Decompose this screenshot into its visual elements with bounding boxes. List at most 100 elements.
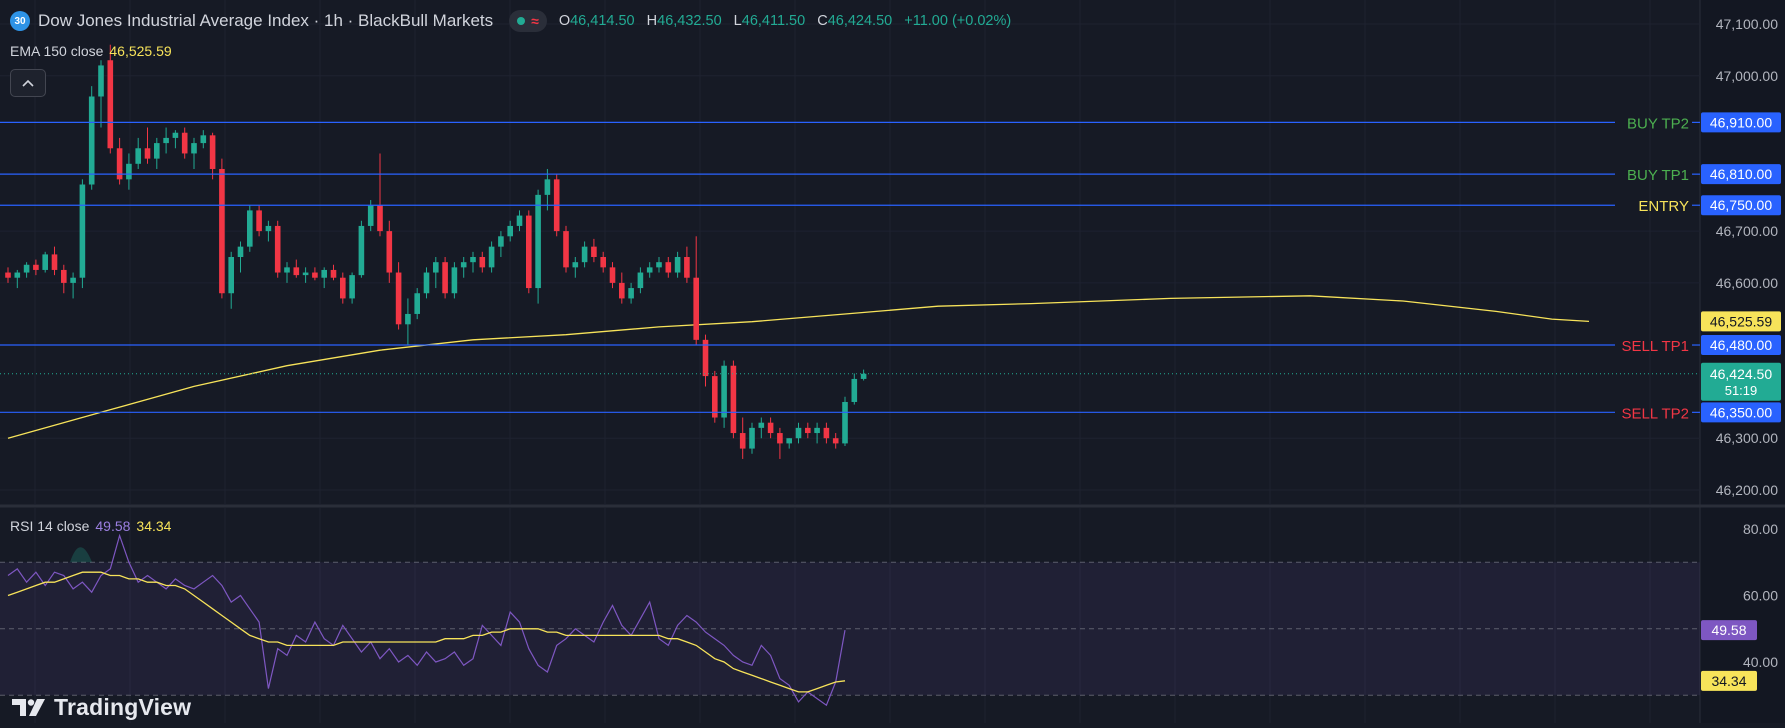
candle-body (340, 277, 346, 299)
tradingview-logo-icon (12, 699, 45, 716)
candle-body (433, 262, 439, 273)
level-label: SELL TP1 (1621, 338, 1689, 355)
candle-body (526, 215, 532, 289)
candle-body (200, 135, 207, 144)
candle-body (367, 205, 374, 226)
price-axis-tick-label: 46,700.00 (1716, 223, 1778, 239)
price-axis-tick-label: 47,000.00 (1716, 68, 1778, 84)
bar-countdown-text: 51:19 (1725, 383, 1758, 398)
candle-body (33, 264, 39, 270)
level-label: SELL TP2 (1621, 405, 1689, 422)
market-open-dot-icon (517, 17, 526, 25)
candle-body (23, 264, 30, 273)
rsi-axis-tick-label: 60.00 (1743, 588, 1778, 604)
candle-body (572, 262, 579, 268)
candle-body (674, 257, 681, 273)
collapse-legend-button[interactable] (10, 69, 46, 97)
symbol-title[interactable]: Dow Jones Industrial Average Index · 1h … (38, 11, 494, 30)
candle-body (181, 132, 188, 154)
rsi-ma-line (7, 571, 846, 693)
level-price-tag-text: 46,480.00 (1710, 337, 1772, 353)
candle-body (256, 210, 262, 232)
rsi-line (7, 533, 846, 707)
candle-body (265, 225, 272, 232)
level-label: BUY TP1 (1627, 167, 1689, 184)
open-value: 46,414.50 (570, 13, 635, 29)
last-price-tag-text: 46,424.50 (1710, 366, 1772, 382)
candle-body (749, 427, 755, 449)
candle-body (516, 215, 523, 226)
candle-body (144, 148, 151, 159)
candle-body (507, 225, 513, 237)
level-price-tag-text: 46,750.00 (1710, 197, 1772, 213)
candle-body (498, 236, 504, 247)
candle-body (274, 225, 281, 273)
candle-body (823, 427, 830, 439)
ohlc-values: O46,414.50 H46,432.50 L46,411.50 C46,424… (559, 13, 1019, 29)
candle-body (721, 365, 727, 418)
candle-body (795, 427, 802, 439)
close-label: C (817, 13, 828, 29)
candle-body (479, 257, 486, 268)
price-axis-tick-label: 46,600.00 (1716, 275, 1778, 291)
candle-body (51, 254, 58, 270)
rsi-ma-legend-value: 34.34 (136, 518, 172, 534)
symbol-badge-icon[interactable]: 30 (10, 11, 30, 31)
candle-body (88, 96, 95, 185)
wave-icon: ≈ (531, 13, 539, 29)
candle-body (302, 272, 309, 276)
candle-body (656, 262, 662, 268)
candle-body (442, 262, 448, 294)
candle-body (805, 427, 811, 434)
candle-body (209, 135, 216, 169)
candle-body (247, 210, 253, 247)
candle-body (107, 60, 114, 149)
level-price-tag (1701, 164, 1781, 185)
level-price-tag-text: 46,350.00 (1710, 404, 1772, 420)
candle-body (414, 293, 420, 314)
candle-body (739, 433, 746, 449)
candle-body (14, 272, 21, 278)
ema-price-tag-text: 46,525.59 (1710, 313, 1772, 329)
open-label: O (558, 13, 571, 29)
tradingview-logo[interactable]: TradingView (12, 694, 191, 720)
candle-body (581, 246, 588, 263)
price-axis-tick-label: 46,200.00 (1716, 482, 1778, 498)
change-value: +11.00 (+0.02%) (904, 13, 1012, 29)
market-status-pill[interactable]: ≈ (509, 10, 547, 32)
chevron-up-icon (22, 79, 34, 87)
level-label: ENTRY (1638, 198, 1689, 215)
high-label: H (646, 13, 658, 29)
candle-body (423, 272, 430, 294)
candle-body (451, 267, 458, 294)
candle-body (665, 262, 672, 273)
candle-body (405, 313, 411, 325)
candle-body (832, 438, 839, 444)
low-label: L (733, 13, 742, 29)
ema-legend-label: EMA 150 close (10, 43, 104, 59)
rsi-legend[interactable]: RSI 14 close 49.58 34.34 (10, 518, 171, 534)
candle-body (293, 267, 300, 276)
candle-body (70, 277, 76, 283)
level-price-tag (1701, 112, 1781, 133)
ema-legend[interactable]: EMA 150 close 46,525.59 (10, 43, 172, 59)
candle-body (814, 427, 820, 434)
candle-body (628, 288, 634, 299)
price-axis-tick-label: 47,100.00 (1716, 16, 1778, 32)
candle-body (712, 376, 718, 418)
candle-body (79, 184, 86, 278)
rsi-axis-tick-label: 80.00 (1743, 521, 1778, 537)
candle-body (702, 339, 709, 377)
candle-body (777, 433, 783, 444)
candle-body (126, 163, 132, 180)
candle-body (730, 365, 737, 434)
rsi-value-tag (1701, 620, 1757, 641)
rsi-legend-value: 49.58 (95, 518, 131, 534)
candle-body (312, 272, 318, 278)
price-axis-background (1700, 0, 1785, 723)
candle-body (163, 137, 169, 144)
candle-body (349, 275, 355, 299)
